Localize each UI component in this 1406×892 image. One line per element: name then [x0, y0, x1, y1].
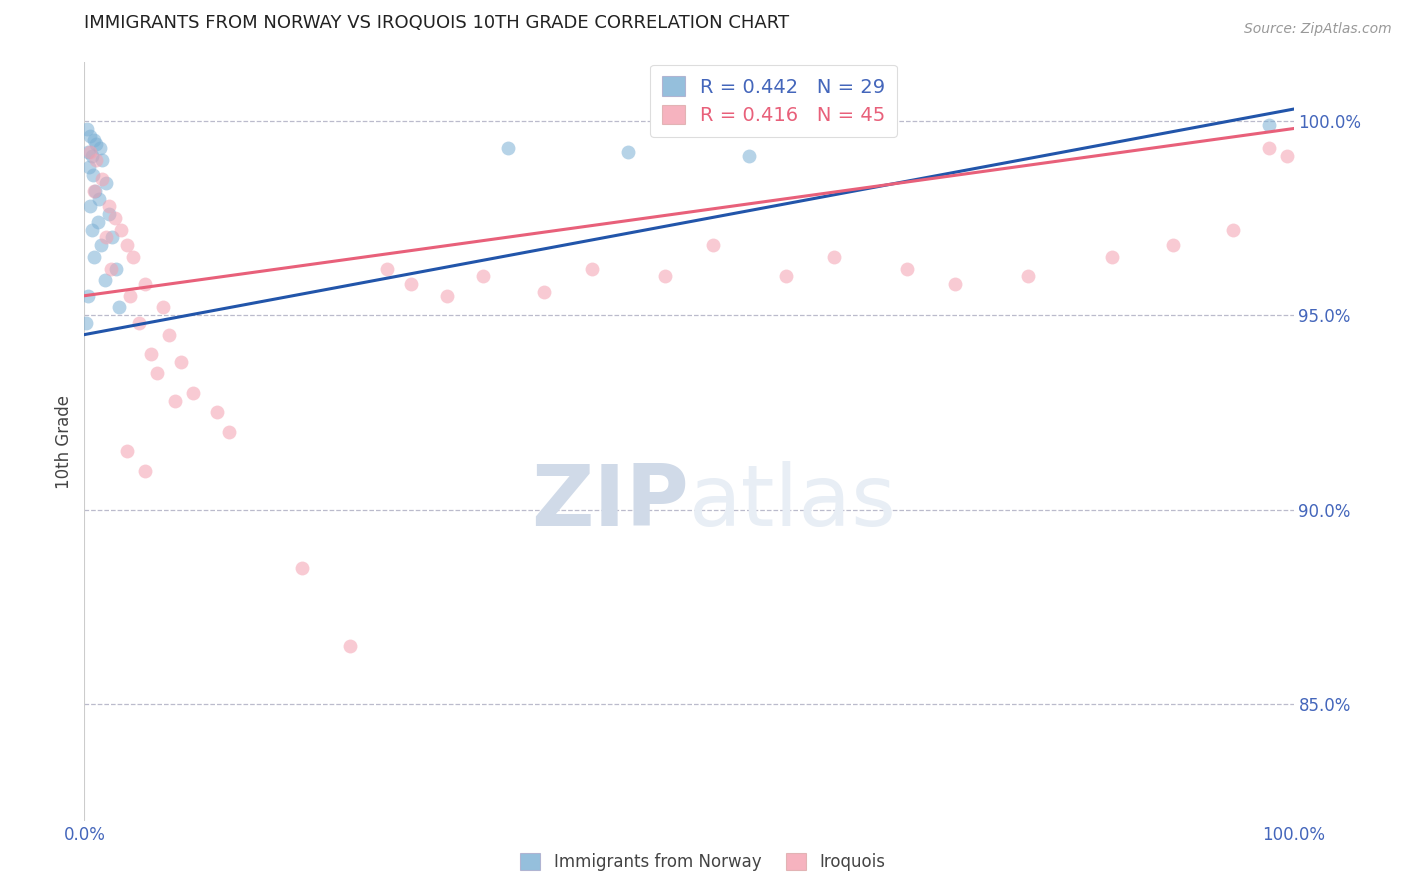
Point: [80, 222, 103, 236]
Point: [823, 250, 845, 264]
Point: [80, 149, 103, 163]
Point: [1277, 149, 1299, 163]
Legend: R = 0.442   N = 29, R = 0.416   N = 45: R = 0.442 N = 29, R = 0.416 N = 45: [650, 64, 897, 136]
Point: [83, 250, 105, 264]
Point: [399, 277, 422, 291]
Point: [775, 269, 797, 284]
Point: [1101, 250, 1123, 264]
Point: [79, 129, 101, 144]
Point: [139, 347, 162, 361]
Point: [97, 199, 120, 213]
Point: [291, 561, 314, 575]
Point: [104, 211, 127, 225]
Point: [83, 184, 105, 198]
Text: atlas: atlas: [689, 460, 897, 544]
Point: [90, 238, 112, 252]
Point: [86, 153, 108, 167]
Point: [943, 277, 966, 291]
Text: ZIP: ZIP: [531, 460, 689, 544]
Point: [77, 145, 100, 159]
Point: [121, 250, 143, 264]
Point: [207, 405, 229, 419]
Point: [82, 168, 104, 182]
Point: [79, 199, 101, 213]
Point: [896, 261, 918, 276]
Point: [436, 289, 458, 303]
Point: [75, 316, 97, 330]
Point: [654, 269, 676, 284]
Point: [91, 153, 114, 167]
Legend: Immigrants from Norway, Iroquois: Immigrants from Norway, Iroquois: [512, 845, 894, 880]
Point: [218, 425, 240, 439]
Point: [134, 277, 156, 291]
Point: [94, 273, 117, 287]
Point: [89, 141, 111, 155]
Point: [617, 145, 640, 159]
Point: [94, 230, 117, 244]
Point: [165, 393, 187, 408]
Point: [115, 444, 138, 458]
Point: [1222, 222, 1244, 236]
Point: [79, 145, 101, 159]
Point: [157, 327, 180, 342]
Point: [152, 301, 174, 315]
Point: [77, 289, 100, 303]
Point: [134, 464, 156, 478]
Point: [533, 285, 555, 299]
Point: [375, 261, 398, 276]
Point: [702, 238, 724, 252]
Point: [91, 172, 114, 186]
Point: [104, 261, 127, 276]
Point: [87, 192, 110, 206]
Point: [496, 141, 519, 155]
Point: [120, 289, 142, 303]
Point: [738, 149, 761, 163]
Point: [128, 316, 150, 330]
Point: [76, 121, 98, 136]
Point: [84, 184, 107, 198]
Point: [115, 238, 138, 252]
Point: [77, 161, 100, 175]
Point: [170, 355, 193, 369]
Point: [110, 222, 132, 236]
Point: [83, 133, 105, 147]
Point: [97, 207, 120, 221]
Point: [472, 269, 495, 284]
Point: [108, 301, 131, 315]
Point: [1258, 118, 1281, 132]
Text: Source: ZipAtlas.com: Source: ZipAtlas.com: [1244, 22, 1392, 37]
Point: [86, 137, 108, 152]
Point: [181, 386, 204, 401]
Y-axis label: 10th Grade: 10th Grade: [55, 394, 73, 489]
Point: [1258, 141, 1281, 155]
Point: [581, 261, 603, 276]
Point: [86, 215, 108, 229]
Point: [339, 639, 361, 653]
Point: [1017, 269, 1039, 284]
Point: [94, 176, 117, 190]
Point: [100, 261, 122, 276]
Point: [146, 367, 169, 381]
Point: [1161, 238, 1184, 252]
Point: [101, 230, 124, 244]
Text: IMMIGRANTS FROM NORWAY VS IROQUOIS 10TH GRADE CORRELATION CHART: IMMIGRANTS FROM NORWAY VS IROQUOIS 10TH …: [84, 14, 790, 32]
